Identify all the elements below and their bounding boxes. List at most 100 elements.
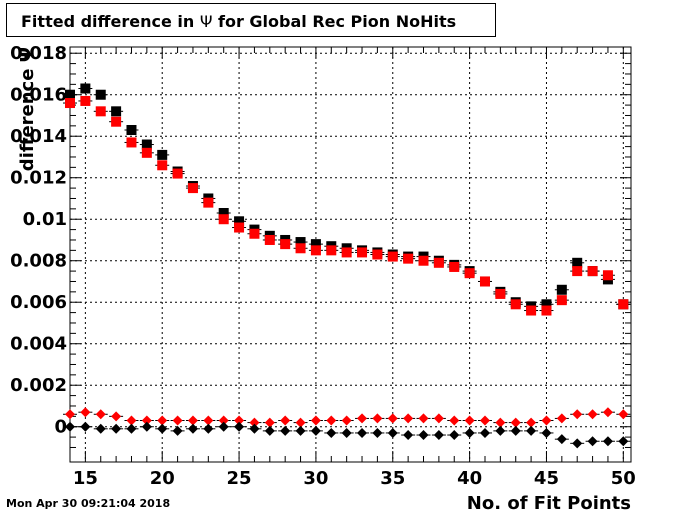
data-point-square: [295, 237, 306, 248]
y-tick-label: 0.018: [10, 43, 67, 64]
y-tick-label: 0.01: [23, 209, 67, 230]
data-point-square: [572, 257, 583, 268]
x-axis-title: No. of Fit Points: [467, 493, 631, 514]
data-point-square: [295, 243, 306, 254]
data-point-diamond: [80, 421, 91, 432]
data-point-diamond: [172, 425, 183, 436]
data-point-square: [234, 222, 245, 233]
y-tick-label: 0.014: [10, 126, 67, 147]
x-tick-label: 50: [611, 468, 636, 489]
data-point-square: [541, 305, 552, 316]
data-point-square: [218, 214, 229, 225]
data-point-diamond: [403, 413, 414, 424]
data-point-square: [234, 216, 245, 227]
data-point-square: [495, 288, 506, 299]
data-point-diamond: [556, 413, 567, 424]
data-point-diamond: [357, 427, 368, 438]
data-point-square: [464, 268, 475, 279]
x-tick-label: 35: [380, 468, 405, 489]
data-point-square: [111, 106, 122, 117]
data-point-diamond: [602, 407, 613, 418]
data-point-diamond: [65, 421, 75, 432]
data-point-diamond: [218, 421, 229, 432]
data-point-square: [141, 139, 152, 150]
y-axis-title: difference Ψ: [17, 47, 38, 171]
data-point-diamond: [111, 423, 122, 434]
y-tick-label: 0.002: [10, 375, 67, 396]
data-point-diamond: [387, 413, 398, 424]
data-point-diamond: [449, 415, 460, 426]
data-point-diamond: [372, 427, 383, 438]
chart-title-box: Fitted difference in Ψ for Global Rec Pi…: [6, 3, 496, 37]
data-point-square: [479, 276, 490, 287]
data-point-diamond: [218, 415, 229, 426]
data-point-diamond: [572, 409, 583, 420]
data-point-diamond: [495, 425, 506, 436]
y-tick-label: 0: [54, 417, 67, 438]
y-tick-label: 0.006: [10, 292, 67, 313]
data-point-square: [372, 249, 383, 260]
chart-title-suffix: for Global Rec Pion NoHits: [212, 12, 457, 31]
data-point-square: [264, 234, 275, 245]
data-point-square: [310, 245, 321, 256]
data-point-diamond: [418, 430, 429, 441]
data-point-diamond: [264, 425, 275, 436]
data-point-diamond: [295, 425, 306, 436]
data-point-square: [587, 266, 598, 277]
data-point-square: [203, 197, 214, 208]
data-point-square: [157, 149, 168, 160]
data-point-diamond: [587, 436, 598, 447]
data-point-diamond: [295, 417, 306, 428]
data-point-diamond: [126, 415, 137, 426]
data-point-square: [387, 251, 398, 262]
data-point-diamond: [234, 421, 245, 432]
data-point-diamond: [510, 417, 521, 428]
data-point-diamond: [510, 425, 521, 436]
data-point-diamond: [326, 427, 337, 438]
data-point-diamond: [310, 415, 321, 426]
data-point-square: [157, 160, 168, 171]
data-point-diamond: [187, 415, 198, 426]
y-tick-label: 0.016: [10, 85, 67, 106]
data-point-diamond: [587, 409, 598, 420]
data-point-diamond: [341, 427, 352, 438]
data-point-square: [218, 208, 229, 218]
data-point-square: [556, 295, 567, 306]
data-point-diamond: [526, 417, 537, 428]
data-point-diamond: [126, 423, 137, 434]
data-point-diamond: [372, 413, 383, 424]
data-point-square: [572, 266, 583, 277]
data-point-diamond: [187, 423, 198, 434]
data-point-diamond: [157, 415, 168, 426]
data-point-square: [310, 239, 321, 250]
chart-title: Fitted difference in Ψ for Global Rec Pi…: [21, 12, 456, 31]
data-point-diamond: [602, 436, 613, 447]
data-point-square: [618, 299, 629, 310]
data-point-diamond: [618, 409, 629, 420]
data-point-square: [403, 253, 414, 264]
data-point-diamond: [479, 415, 490, 426]
x-tick-label: 15: [73, 468, 98, 489]
data-point-diamond: [95, 409, 106, 420]
data-point-square: [172, 168, 183, 179]
data-point-diamond: [618, 436, 629, 447]
timestamp: Mon Apr 30 09:21:04 2018: [6, 497, 171, 510]
data-point-square: [449, 261, 460, 272]
data-point-square: [80, 95, 91, 106]
x-tick-label: 40: [457, 468, 482, 489]
chart-title-symbol: Ψ: [199, 12, 213, 31]
data-point-diamond: [464, 415, 475, 426]
x-tick-label: 25: [227, 468, 252, 489]
data-point-diamond: [95, 423, 106, 434]
data-point-square: [526, 305, 537, 316]
data-point-square: [556, 284, 567, 295]
y-tick-label: 0.004: [10, 334, 67, 355]
data-point-square: [357, 247, 368, 258]
data-point-diamond: [541, 415, 552, 426]
y-tick-label: 0.012: [10, 168, 67, 189]
data-point-square: [65, 89, 75, 100]
data-point-diamond: [234, 415, 245, 426]
data-point-square: [602, 270, 613, 281]
data-point-diamond: [141, 421, 152, 432]
